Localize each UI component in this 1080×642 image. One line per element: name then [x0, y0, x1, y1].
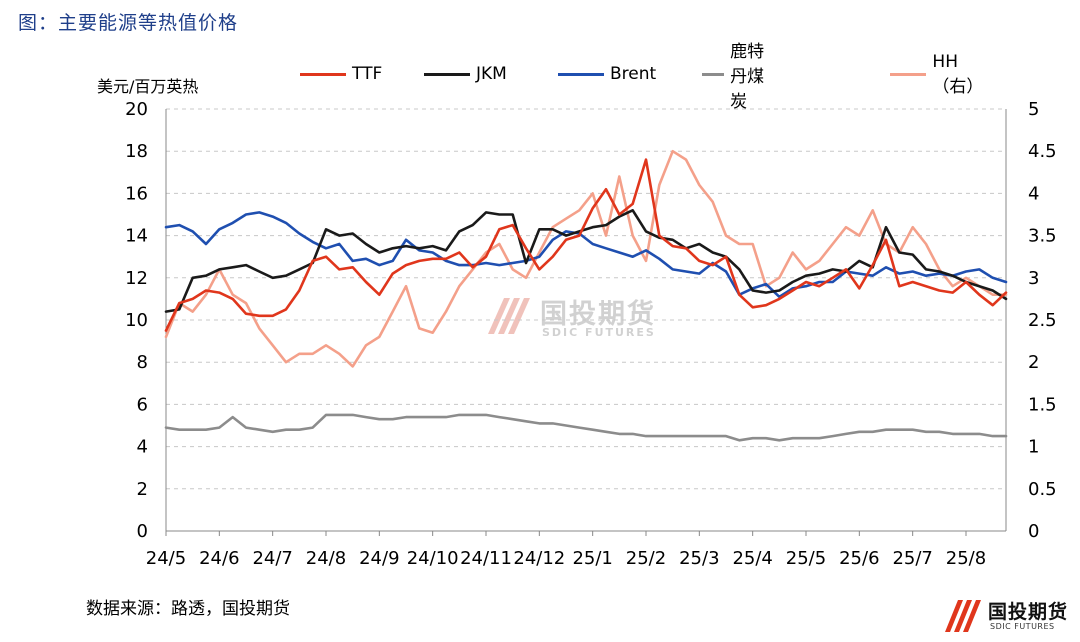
y-tick-label-right: 4 — [1028, 183, 1039, 204]
x-tick-label: 25/3 — [679, 548, 719, 569]
legend-item-coal: 鹿特丹煤炭 — [702, 42, 771, 112]
y-tick-label-left: 4 — [137, 437, 148, 458]
x-tick-label: 25/1 — [572, 548, 612, 569]
legend-item-brent: Brent — [558, 62, 656, 86]
legend-label-coal: 鹿特丹煤炭 — [730, 41, 765, 112]
figure-title: 图：主要能源等热值价格 — [18, 12, 239, 34]
x-tick-label: 24/12 — [513, 548, 565, 569]
legend-item-ttf: TTF — [300, 62, 382, 86]
y-tick-label-left: 2 — [137, 479, 148, 500]
y-tick-label-left: 12 — [125, 268, 148, 289]
legend-item-jkm: JKM — [424, 62, 507, 86]
series-line-brent — [164, 211, 1008, 299]
legend-label-brent: Brent — [610, 64, 657, 84]
legend-swatch-jkm — [424, 72, 470, 76]
legend-swatch-coal — [702, 72, 725, 76]
series-line-coal — [164, 413, 1008, 442]
y-tick-label-right: 4.5 — [1028, 141, 1057, 162]
x-tick-label: 25/5 — [786, 548, 826, 569]
x-tick-label: 24/6 — [199, 548, 239, 569]
y-tick-label-right: 2 — [1028, 352, 1039, 373]
brand-logo-text-en: SDIC FUTURES — [990, 622, 1055, 631]
y-tick-label-left: 18 — [125, 141, 148, 162]
legend-swatch-brent — [558, 72, 604, 76]
legend-label-ttf: TTF — [352, 64, 383, 84]
brand-logo-text-cn: 国投期货 — [988, 601, 1069, 623]
y-tick-label-right: 5 — [1028, 99, 1039, 120]
watermark-logo-icon — [488, 298, 530, 334]
legend-label-jkm: JKM — [476, 64, 507, 84]
legend-label-hh: HH（右） — [932, 51, 984, 97]
x-tick-label: 24/10 — [407, 548, 459, 569]
y-tick-label-right: 3 — [1028, 268, 1039, 289]
series-line-ttf — [164, 158, 1008, 332]
series-line-jkm — [164, 209, 1008, 313]
y-tick-label-left: 14 — [125, 226, 148, 247]
y-tick-label-left: 16 — [125, 183, 148, 204]
x-tick-label: 24/7 — [252, 548, 292, 569]
y-tick-label-right: 2.5 — [1028, 310, 1057, 331]
x-tick-label: 24/9 — [359, 548, 399, 569]
x-tick-label: 24/8 — [306, 548, 346, 569]
x-tick-label: 25/4 — [732, 548, 772, 569]
x-tick-label: 24/11 — [460, 548, 512, 569]
y-tick-label-left: 0 — [137, 521, 148, 542]
y-tick-label-right: 0 — [1028, 521, 1039, 542]
brand-logo-icon — [945, 600, 981, 632]
y-tick-label-right: 0.5 — [1028, 479, 1057, 500]
series-line-hh — [164, 149, 1008, 368]
legend-item-hh: HH（右） — [890, 52, 993, 97]
watermark-text-cn: 国投期货 — [540, 299, 656, 330]
y-tick-label-right: 1 — [1028, 437, 1039, 458]
x-tick-label: 25/6 — [839, 548, 879, 569]
x-tick-label: 24/5 — [146, 548, 186, 569]
y-axis-unit-label: 美元/百万英热 — [97, 77, 199, 96]
legend-swatch-ttf — [300, 72, 346, 76]
y-tick-label-left: 8 — [137, 352, 148, 373]
y-tick-label-right: 3.5 — [1028, 226, 1057, 247]
x-tick-label: 25/7 — [892, 548, 932, 569]
y-tick-label-left: 6 — [137, 394, 148, 415]
source-note: 数据来源：路透，国投期货 — [86, 599, 290, 619]
watermark-text-en: SDIC FUTURES — [542, 326, 656, 339]
brand-logo: 国投期货 SDIC FUTURES — [944, 597, 1072, 637]
x-tick-label: 25/8 — [946, 548, 986, 569]
legend-swatch-hh — [890, 72, 927, 76]
y-tick-label-right: 1.5 — [1028, 394, 1057, 415]
x-tick-label: 25/2 — [626, 548, 666, 569]
y-tick-label-left: 20 — [125, 99, 148, 120]
y-tick-label-left: 10 — [125, 310, 148, 331]
watermark: 国投期货 SDIC FUTURES — [486, 290, 706, 346]
